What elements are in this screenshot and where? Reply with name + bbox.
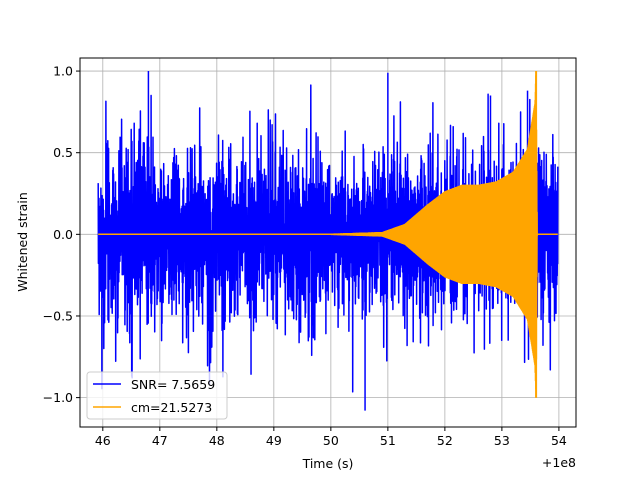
x-axis-ticks: 46 47 48 49 50 51 52 53 54 [95,427,567,448]
y-axis-label: Whitened strain [15,192,30,291]
axes-frame [79,57,577,428]
x-tick-label: 54 [551,433,567,448]
x-tick-label: 50 [323,433,339,448]
x-tick-label: 47 [152,433,168,448]
y-tick-label: 0.0 [53,227,73,242]
x-tick-label: 49 [266,433,282,448]
x-axis-label: Time (s) [302,456,354,471]
legend-box [86,371,228,420]
legend-label-cm: cm=21.5273 [131,400,212,415]
y-tick-label: 0.5 [53,145,73,160]
plot-area: 46 47 48 49 50 51 52 53 54 −1.0 −0.5 0.0 0.5 1.0 [43,57,577,448]
series-line-cm [97,74,559,398]
x-tick-label: 48 [209,433,225,448]
series-layer [97,71,559,411]
legend: SNR= 7.5659 cm=21.5273 [86,371,228,420]
y-tick-label: 1.0 [53,64,73,79]
x-tick-label: 46 [95,433,111,448]
x-axis-offset-label: +1e8 [542,455,576,470]
x-tick-label: 53 [494,433,510,448]
x-tick-label: 52 [437,433,453,448]
legend-label-snr: SNR= 7.5659 [131,377,215,392]
y-tick-label: −1.0 [43,390,73,405]
x-tick-label: 51 [380,433,396,448]
y-tick-label: −0.5 [43,308,73,323]
y-axis-ticks: −1.0 −0.5 0.0 0.5 1.0 [43,64,80,405]
